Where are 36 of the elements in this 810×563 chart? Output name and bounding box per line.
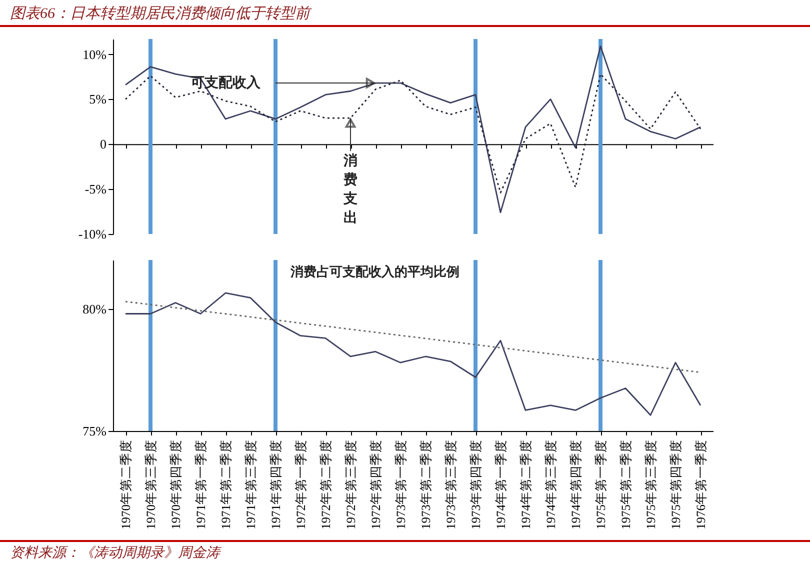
x-tick-label: 1972年第一季度 — [293, 440, 308, 530]
x-tick-label: 1974年第四季度 — [568, 440, 583, 530]
x-tick-label: 1974年第三季度 — [543, 440, 558, 530]
x-tick-label: 1971年第三季度 — [243, 440, 258, 530]
x-tick-label: 1973年第一季度 — [393, 440, 408, 530]
x-tick-label: 1970年第四季度 — [168, 440, 183, 530]
x-tick-label: 1976年第一季度 — [693, 440, 708, 530]
annotation: 消费占可支配收入的平均比例 — [290, 264, 460, 279]
y-tick-label: 75% — [82, 424, 107, 438]
text: 资料来源：《涛动周期录》周金涛 — [0, 540, 810, 562]
annotation: 可支配收入 — [190, 75, 262, 92]
x-tick-label: 1975年第二季度 — [618, 440, 633, 530]
y-tick-label: 5% — [89, 92, 107, 107]
x-tick-label: 1971年第一季度 — [193, 440, 208, 530]
x-tick-label: 1970年第二季度 — [118, 440, 133, 530]
x-tick-label: 1971年第二季度 — [218, 440, 233, 530]
y-tick-label: 80% — [82, 301, 107, 316]
y-tick-label: -5% — [84, 182, 107, 197]
x-tick-label: 1970年第三季度 — [143, 440, 158, 530]
x-tick-label: 1971年第四季度 — [268, 440, 283, 530]
x-tick-label: 1975年第一季度 — [593, 440, 608, 530]
x-tick-label: 1973年第二季度 — [418, 440, 433, 530]
y-tick-label: 10% — [82, 46, 107, 62]
x-tick-label: 1973年第三季度 — [443, 440, 458, 530]
x-tick-label: 1972年第二季度 — [318, 440, 333, 530]
x-tick-label: 1973年第四季度 — [468, 440, 483, 530]
y-tick-label: 0 — [100, 136, 106, 152]
x-tick-label: 1975年第四季度 — [668, 440, 683, 530]
y-tick-label: -10% — [78, 226, 107, 242]
annotation: 消费支出 — [342, 153, 358, 226]
x-tick-label: 1974年第一季度 — [493, 440, 508, 530]
chart-title: 图表66：日本转型期居民消费倾向低于转型前 — [0, 0, 810, 27]
x-tick-label: 1972年第四季度 — [368, 440, 383, 530]
x-tick-label: 1974年第二季度 — [518, 440, 533, 530]
x-tick-label: 1972年第三季度 — [343, 440, 358, 530]
x-tick-label: 1975年第三季度 — [643, 440, 658, 530]
